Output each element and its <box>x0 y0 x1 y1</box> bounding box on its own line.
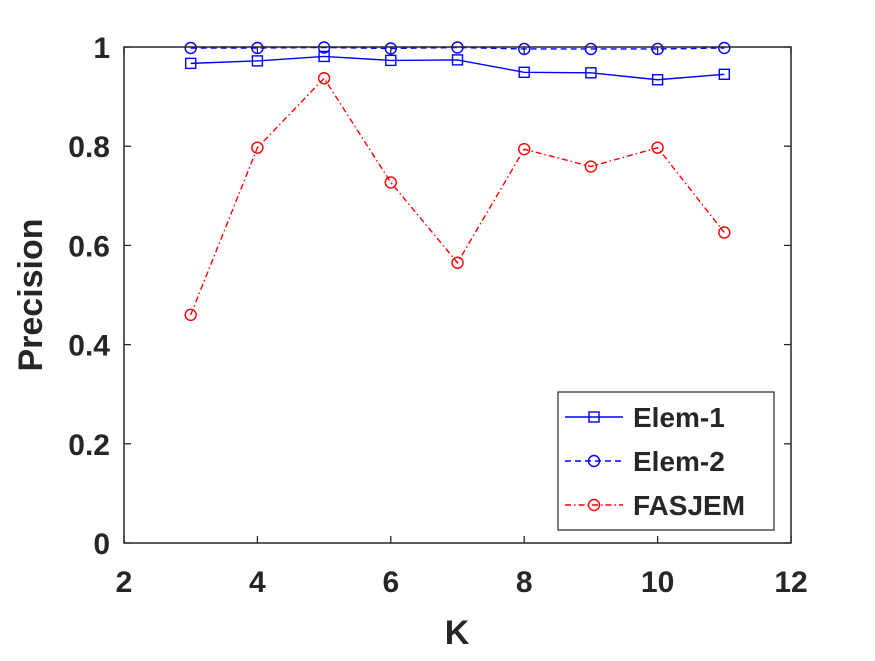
x-tick-label: 10 <box>641 566 674 599</box>
legend-marker <box>588 411 600 423</box>
data-point-elem-2 <box>651 42 664 56</box>
data-point-fasjem <box>251 141 264 154</box>
data-point-elem-1 <box>518 66 530 78</box>
data-point-fasjem <box>317 72 331 85</box>
data-point-elem-2 <box>384 42 397 55</box>
series-line-fasjem <box>190 77 725 316</box>
plot-frame <box>123 46 792 544</box>
data-point-elem-1 <box>385 54 397 67</box>
y-tick-label: 0.4 <box>68 330 110 363</box>
series-elem-1 <box>184 50 730 86</box>
x-tick-label: 2 <box>116 566 133 599</box>
series-line-elem-1 <box>190 55 725 81</box>
data-point-fasjem <box>384 176 397 189</box>
legend-item-elem-2: Elem-2 <box>565 446 725 477</box>
y-axis-label: Precision <box>12 218 50 371</box>
y-tick-label: 1 <box>93 32 110 65</box>
y-tick-label: 0.2 <box>68 429 110 462</box>
legend-label: FASJEM <box>633 490 745 521</box>
legend-box <box>557 391 775 531</box>
data-point-elem-1 <box>451 54 464 66</box>
data-point-fasjem <box>584 160 598 173</box>
data-point-fasjem <box>518 142 531 156</box>
x-tick-label: 6 <box>382 566 399 599</box>
y-tick-label: 0.8 <box>68 131 110 164</box>
y-tick-label: 0 <box>93 528 110 561</box>
legend-item-fasjem: FASJEM <box>565 490 745 521</box>
legend-item-elem-1: Elem-1 <box>565 402 725 433</box>
y-tick-label: 0.6 <box>68 230 110 263</box>
data-point-fasjem <box>651 141 664 154</box>
data-point-elem-2 <box>584 42 598 56</box>
data-point-elem-1 <box>251 55 264 67</box>
data-point-fasjem <box>718 226 731 239</box>
x-tick-label: 12 <box>774 566 807 599</box>
legend-label: Elem-2 <box>633 446 725 477</box>
x-tick-label: 8 <box>516 566 533 599</box>
tick-labels: 2 4 6 8 10 12 0 0.2 0.4 0.6 0.8 1 <box>68 32 807 599</box>
x-axis-label: K <box>445 614 470 652</box>
legend-marker <box>587 498 601 512</box>
data-point-elem-1 <box>651 74 664 86</box>
data-point-elem-2 <box>251 41 264 55</box>
series-fasjem <box>184 72 731 322</box>
data-point-elem-2 <box>184 41 197 55</box>
data-point-elem-1 <box>718 68 730 80</box>
data-point-elem-1 <box>318 50 330 63</box>
legend-label: Elem-1 <box>633 402 725 433</box>
legend-marker <box>587 454 601 468</box>
series-line-elem-2 <box>190 46 725 50</box>
data-point-elem-2 <box>518 42 531 56</box>
data-point-fasjem <box>184 308 197 322</box>
legend: Elem-1 Elem-2 FASJEM <box>557 391 775 531</box>
data-point-elem-2 <box>718 41 731 55</box>
data-point-elem-1 <box>184 57 197 70</box>
data-point-elem-1 <box>585 67 597 79</box>
data-point-fasjem <box>451 256 464 269</box>
x-tick-label: 4 <box>249 566 266 599</box>
series-layer <box>184 41 731 322</box>
